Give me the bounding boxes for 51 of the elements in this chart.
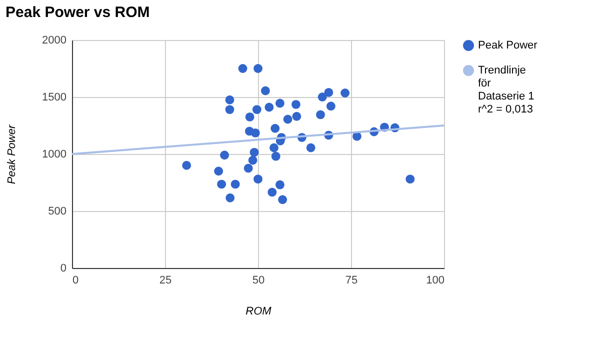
x-axis-title: ROM <box>246 306 272 318</box>
point <box>182 160 192 170</box>
point <box>230 180 240 189</box>
y-axis-title: Peak Power <box>6 124 18 184</box>
x-tick-label: 50 <box>252 274 265 286</box>
point <box>268 188 277 197</box>
point <box>271 152 280 161</box>
point <box>283 114 292 124</box>
x-tick-label: 25 <box>159 274 172 286</box>
point <box>217 180 226 189</box>
point <box>245 112 254 122</box>
y-tick-label: 0 <box>60 262 66 274</box>
point <box>254 174 262 184</box>
point <box>248 156 258 165</box>
point <box>254 64 262 73</box>
chart-title: Peak Power vs ROM <box>6 4 150 21</box>
point <box>226 193 235 202</box>
y-tick-label: 1000 <box>42 148 66 160</box>
point <box>291 100 300 109</box>
point <box>406 174 415 184</box>
y-tick-label: 2000 <box>42 34 66 46</box>
point <box>324 88 334 97</box>
point <box>244 164 253 173</box>
legend-label: Trendlinje för Dataserie 1 r^2 = 0,013 <box>478 64 534 116</box>
point <box>260 86 270 96</box>
legend-label: Peak Power <box>478 40 538 52</box>
point <box>278 195 288 204</box>
point <box>275 180 284 190</box>
point <box>275 98 284 108</box>
point <box>316 110 325 120</box>
point <box>252 105 262 114</box>
y-tick-label: 500 <box>48 206 66 218</box>
point <box>340 88 350 98</box>
x-tick-label: 100 <box>426 274 444 286</box>
point <box>326 102 336 111</box>
y-tick-label: 1500 <box>42 92 66 104</box>
x-tick-label: 75 <box>345 274 358 286</box>
point <box>250 148 259 157</box>
point <box>250 128 260 138</box>
point <box>264 102 274 112</box>
point <box>225 95 234 104</box>
x-tick-label: 0 <box>72 274 79 286</box>
point <box>306 143 316 152</box>
point <box>238 64 248 73</box>
point <box>220 150 229 160</box>
point <box>214 166 224 176</box>
point <box>318 92 327 102</box>
point <box>225 105 234 114</box>
point <box>292 112 302 121</box>
point <box>270 124 280 133</box>
point <box>270 143 278 152</box>
